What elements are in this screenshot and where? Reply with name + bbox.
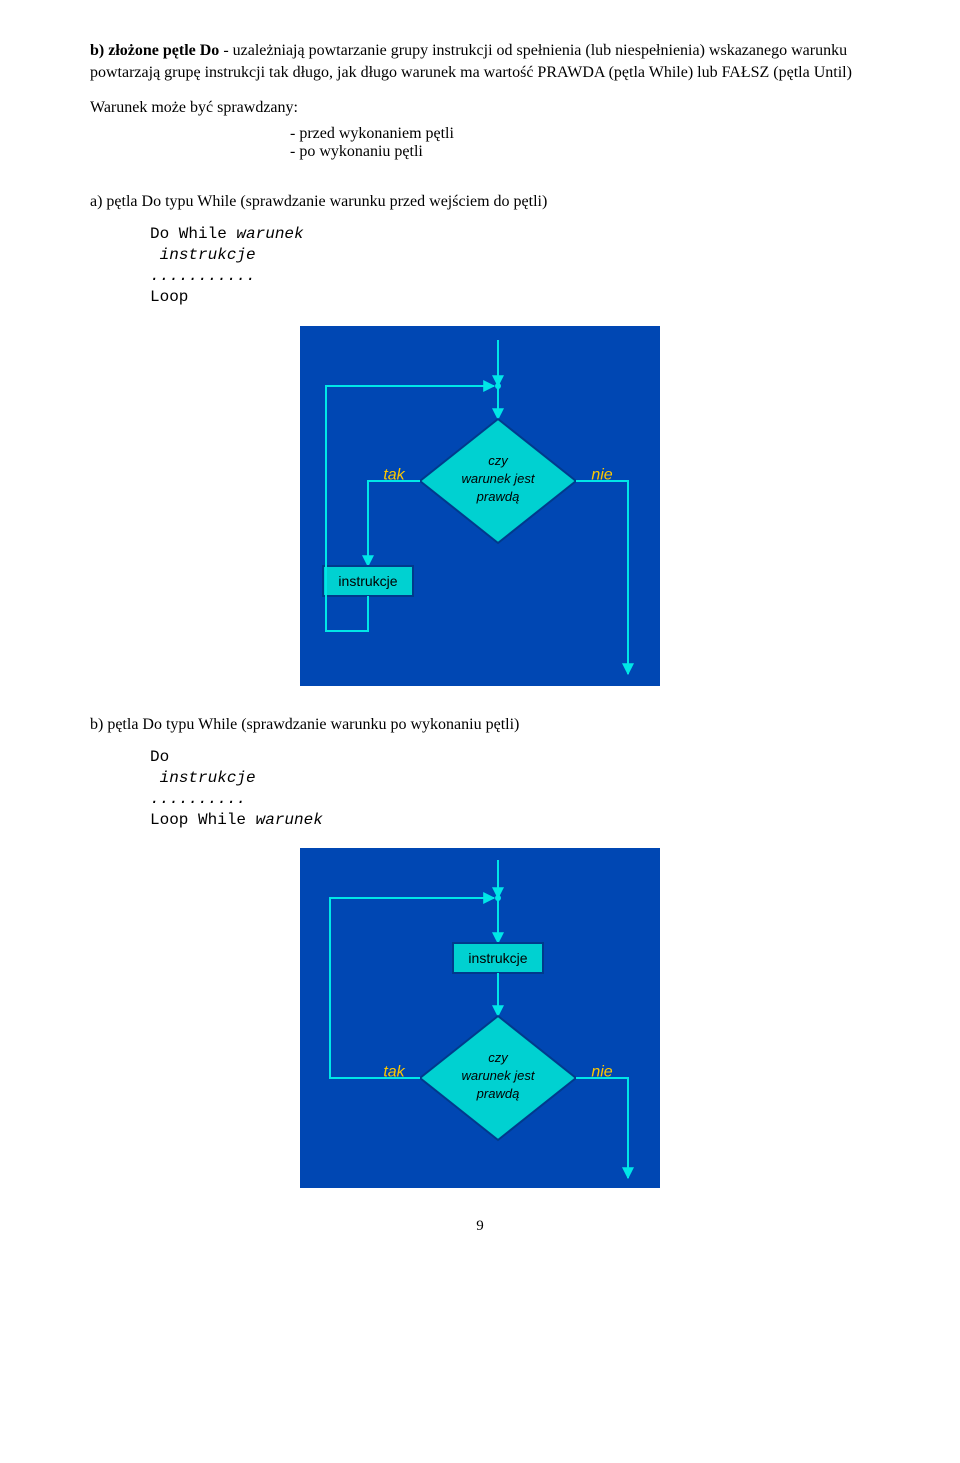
heading-bold: b) złożone pętle Do (90, 42, 219, 59)
case-a-title: a) pętla Do typu While (sprawdzanie waru… (90, 191, 870, 213)
check-before: - przed wykonaniem pętli (90, 125, 870, 143)
diagram-a-wrap: czywarunek jestprawdątakinstrukcjenie (90, 326, 870, 686)
heading-para: b) złożone pętle Do - uzależniają powtar… (90, 40, 870, 83)
svg-text:prawdą: prawdą (476, 489, 520, 504)
check-after: - po wykonaniu pętli (90, 143, 870, 161)
svg-text:warunek jest: warunek jest (462, 1068, 536, 1083)
svg-text:instrukcje: instrukcje (468, 950, 527, 966)
code-a-line4: Loop (90, 287, 870, 308)
code-b-line3: .......... (90, 789, 870, 810)
diagram-b: instrukcjeczywarunek jestprawdątaknie (300, 848, 660, 1188)
code-b-line4: Loop While warunek (90, 810, 870, 831)
code-a-line1: Do While warunek (90, 224, 870, 245)
code-b-line2: instrukcje (90, 768, 870, 789)
svg-text:czy: czy (488, 453, 509, 468)
case-b-title: b) pętla Do typu While (sprawdzanie waru… (90, 714, 870, 736)
page-number: 9 (90, 1218, 870, 1235)
code-a-line2: instrukcje (90, 245, 870, 266)
diagram-b-wrap: instrukcjeczywarunek jestprawdątaknie (90, 848, 870, 1188)
diagram-a: czywarunek jestprawdątakinstrukcjenie (300, 326, 660, 686)
code-a-line3: ........... (90, 266, 870, 287)
svg-text:czy: czy (488, 1050, 509, 1065)
svg-text:prawdą: prawdą (476, 1086, 520, 1101)
svg-text:warunek jest: warunek jest (462, 471, 536, 486)
check-intro: Warunek może być sprawdzany: (90, 97, 870, 119)
code-b-line1: Do (90, 747, 870, 768)
svg-text:instrukcje: instrukcje (338, 573, 397, 589)
